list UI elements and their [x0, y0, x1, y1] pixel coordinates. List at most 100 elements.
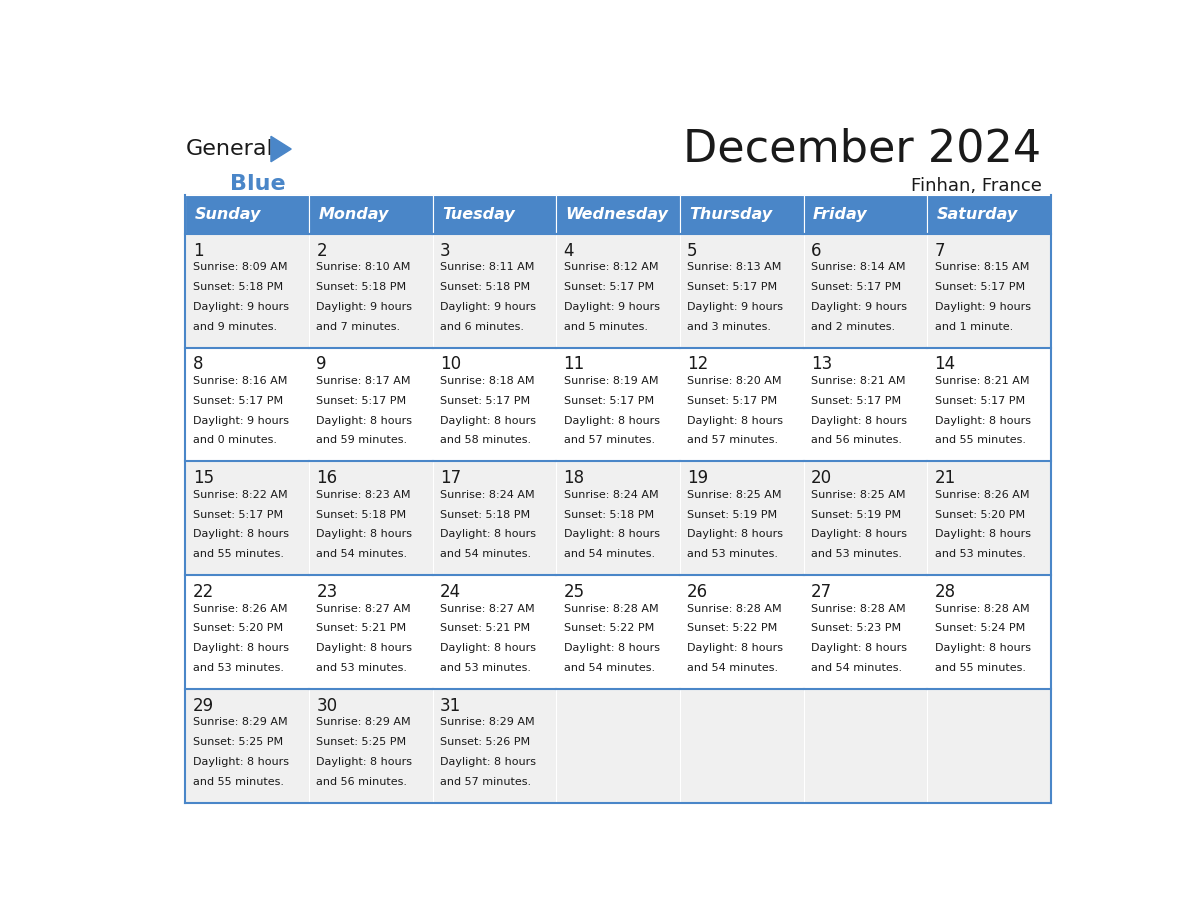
Text: Sunrise: 8:19 AM: Sunrise: 8:19 AM [563, 376, 658, 386]
Text: Sunset: 5:22 PM: Sunset: 5:22 PM [687, 623, 777, 633]
FancyBboxPatch shape [185, 576, 309, 689]
Text: Sunrise: 8:28 AM: Sunrise: 8:28 AM [687, 603, 782, 613]
Text: Daylight: 8 hours: Daylight: 8 hours [687, 644, 783, 653]
Text: and 57 minutes.: and 57 minutes. [687, 435, 778, 445]
FancyBboxPatch shape [309, 234, 432, 348]
Text: Sunset: 5:20 PM: Sunset: 5:20 PM [192, 623, 283, 633]
Text: Sunrise: 8:29 AM: Sunrise: 8:29 AM [440, 717, 535, 727]
Text: Sunset: 5:20 PM: Sunset: 5:20 PM [935, 509, 1024, 520]
Text: Sunset: 5:24 PM: Sunset: 5:24 PM [935, 623, 1025, 633]
FancyBboxPatch shape [803, 576, 927, 689]
Text: General: General [185, 139, 273, 159]
FancyBboxPatch shape [309, 462, 432, 576]
Text: Daylight: 8 hours: Daylight: 8 hours [440, 416, 536, 426]
Text: Sunrise: 8:17 AM: Sunrise: 8:17 AM [316, 376, 411, 386]
Text: and 53 minutes.: and 53 minutes. [316, 663, 407, 673]
Text: and 53 minutes.: and 53 minutes. [192, 663, 284, 673]
Text: and 58 minutes.: and 58 minutes. [440, 435, 531, 445]
FancyBboxPatch shape [432, 195, 556, 234]
Text: Daylight: 9 hours: Daylight: 9 hours [563, 302, 659, 312]
Text: and 3 minutes.: and 3 minutes. [687, 321, 771, 331]
Text: and 54 minutes.: and 54 minutes. [440, 549, 531, 559]
Text: and 55 minutes.: and 55 minutes. [192, 549, 284, 559]
Text: Sunset: 5:17 PM: Sunset: 5:17 PM [687, 396, 777, 406]
FancyBboxPatch shape [432, 348, 556, 462]
FancyBboxPatch shape [803, 234, 927, 348]
Text: Sunrise: 8:25 AM: Sunrise: 8:25 AM [687, 489, 782, 499]
Text: 29: 29 [192, 697, 214, 715]
Text: Sunrise: 8:26 AM: Sunrise: 8:26 AM [935, 489, 1029, 499]
FancyBboxPatch shape [185, 195, 309, 234]
Text: 21: 21 [935, 469, 956, 487]
FancyBboxPatch shape [927, 576, 1051, 689]
Text: Sunset: 5:17 PM: Sunset: 5:17 PM [935, 396, 1024, 406]
Text: December 2024: December 2024 [683, 128, 1042, 171]
Text: and 5 minutes.: and 5 minutes. [563, 321, 647, 331]
Text: Sunset: 5:25 PM: Sunset: 5:25 PM [192, 737, 283, 747]
Text: 24: 24 [440, 583, 461, 601]
Text: Daylight: 8 hours: Daylight: 8 hours [440, 757, 536, 767]
FancyBboxPatch shape [309, 689, 432, 803]
Text: Daylight: 8 hours: Daylight: 8 hours [563, 644, 659, 653]
Text: Wednesday: Wednesday [565, 207, 669, 222]
FancyBboxPatch shape [185, 689, 309, 803]
Text: Daylight: 8 hours: Daylight: 8 hours [440, 644, 536, 653]
Text: Sunday: Sunday [195, 207, 261, 222]
FancyBboxPatch shape [432, 234, 556, 348]
Text: and 9 minutes.: and 9 minutes. [192, 321, 277, 331]
Text: Sunset: 5:21 PM: Sunset: 5:21 PM [316, 623, 406, 633]
Text: Daylight: 8 hours: Daylight: 8 hours [811, 644, 906, 653]
Text: Daylight: 8 hours: Daylight: 8 hours [316, 644, 412, 653]
Text: Sunrise: 8:14 AM: Sunrise: 8:14 AM [811, 263, 905, 272]
Text: Sunrise: 8:29 AM: Sunrise: 8:29 AM [316, 717, 411, 727]
Text: Sunset: 5:17 PM: Sunset: 5:17 PM [192, 396, 283, 406]
FancyBboxPatch shape [309, 576, 432, 689]
Text: and 53 minutes.: and 53 minutes. [811, 549, 902, 559]
FancyBboxPatch shape [680, 576, 803, 689]
FancyBboxPatch shape [803, 195, 927, 234]
Text: and 55 minutes.: and 55 minutes. [192, 777, 284, 787]
Text: Sunrise: 8:16 AM: Sunrise: 8:16 AM [192, 376, 287, 386]
Text: Sunrise: 8:11 AM: Sunrise: 8:11 AM [440, 263, 535, 272]
Text: and 53 minutes.: and 53 minutes. [935, 549, 1025, 559]
Text: and 6 minutes.: and 6 minutes. [440, 321, 524, 331]
Text: and 55 minutes.: and 55 minutes. [935, 435, 1025, 445]
Text: Daylight: 8 hours: Daylight: 8 hours [316, 757, 412, 767]
FancyBboxPatch shape [927, 462, 1051, 576]
Text: Daylight: 8 hours: Daylight: 8 hours [687, 416, 783, 426]
Text: Daylight: 9 hours: Daylight: 9 hours [192, 302, 289, 312]
Text: Sunrise: 8:10 AM: Sunrise: 8:10 AM [316, 263, 411, 272]
Text: Daylight: 8 hours: Daylight: 8 hours [935, 644, 1030, 653]
Text: Daylight: 8 hours: Daylight: 8 hours [192, 757, 289, 767]
Text: Sunset: 5:17 PM: Sunset: 5:17 PM [687, 282, 777, 292]
Text: 3: 3 [440, 241, 450, 260]
FancyBboxPatch shape [556, 195, 680, 234]
Text: 19: 19 [687, 469, 708, 487]
Text: Blue: Blue [229, 174, 285, 195]
Text: Daylight: 8 hours: Daylight: 8 hours [192, 644, 289, 653]
Text: Daylight: 9 hours: Daylight: 9 hours [440, 302, 536, 312]
Text: Sunset: 5:17 PM: Sunset: 5:17 PM [563, 282, 653, 292]
Text: 13: 13 [811, 355, 832, 374]
FancyBboxPatch shape [185, 348, 309, 462]
Text: 10: 10 [440, 355, 461, 374]
Text: and 55 minutes.: and 55 minutes. [935, 663, 1025, 673]
FancyBboxPatch shape [556, 462, 680, 576]
Text: 31: 31 [440, 697, 461, 715]
Text: Sunset: 5:19 PM: Sunset: 5:19 PM [687, 509, 777, 520]
Text: Daylight: 8 hours: Daylight: 8 hours [811, 416, 906, 426]
Text: and 56 minutes.: and 56 minutes. [811, 435, 902, 445]
FancyBboxPatch shape [927, 689, 1051, 803]
Text: Sunrise: 8:27 AM: Sunrise: 8:27 AM [316, 603, 411, 613]
FancyBboxPatch shape [927, 195, 1051, 234]
FancyBboxPatch shape [803, 462, 927, 576]
Text: 1: 1 [192, 241, 203, 260]
Text: Sunset: 5:19 PM: Sunset: 5:19 PM [811, 509, 901, 520]
FancyBboxPatch shape [556, 234, 680, 348]
Text: 7: 7 [935, 241, 944, 260]
Text: Sunrise: 8:26 AM: Sunrise: 8:26 AM [192, 603, 287, 613]
Text: Daylight: 8 hours: Daylight: 8 hours [316, 530, 412, 540]
Text: 22: 22 [192, 583, 214, 601]
Text: Daylight: 9 hours: Daylight: 9 hours [316, 302, 412, 312]
Text: Daylight: 9 hours: Daylight: 9 hours [935, 302, 1030, 312]
